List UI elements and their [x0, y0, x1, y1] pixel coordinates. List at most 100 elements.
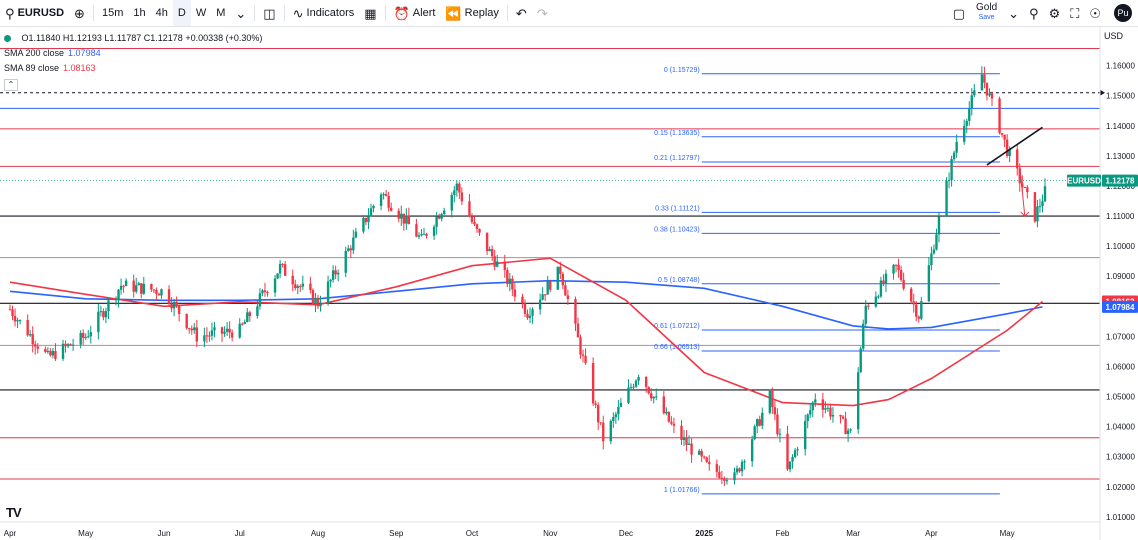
candle-body [379, 194, 383, 206]
candle-body [963, 125, 966, 142]
add-symbol-button[interactable]: ⊕ [69, 0, 90, 26]
candle-body [137, 283, 140, 286]
redo-button[interactable]: ↷ [532, 0, 553, 26]
candle-body [34, 344, 37, 347]
candle-body [968, 108, 971, 121]
candle-body [612, 417, 615, 421]
candle-body [637, 376, 640, 381]
sma200-legend[interactable]: SMA 200 close 1.07984 [4, 46, 262, 61]
candle-body [243, 322, 246, 325]
candle-body [917, 316, 920, 319]
candle-body [437, 216, 441, 219]
interval-15m[interactable]: 15m [101, 7, 124, 19]
candle-body [634, 380, 638, 387]
layout-menu-button[interactable]: ⌄ [1003, 0, 1024, 26]
currency-label[interactable]: USD [1104, 31, 1124, 41]
undo-icon: ↶ [515, 5, 527, 21]
candle-body [228, 328, 231, 333]
price-tick-label: 1.16000 [1106, 62, 1135, 71]
candle-body [210, 330, 214, 336]
fib-level-label: 0.5 (1.08748) [658, 277, 700, 284]
time-tick-label: Jun [158, 529, 171, 538]
interval-m[interactable]: M [216, 7, 226, 19]
interval-dropdown[interactable]: ⌄ [230, 0, 251, 26]
candle-body [672, 423, 676, 426]
price-tick-label: 1.03000 [1106, 453, 1135, 462]
candle-body [758, 419, 761, 426]
fib-level-label: 0.33 (1.11121) [655, 205, 700, 212]
replay-button[interactable]: ⏪ Replay [440, 0, 504, 26]
time-tick-label: Dec [619, 529, 633, 538]
candle-body [973, 90, 976, 96]
candle-body [1005, 139, 1009, 157]
candle-body [528, 315, 532, 318]
layout-name-label: Gold [976, 2, 998, 13]
candle-body [453, 190, 456, 195]
symbol-label: EURUSD [17, 7, 65, 19]
ohlc-row: O1.11840 H1.12193 L1.11787 C1.12178 +0.0… [4, 31, 262, 46]
candle-body [988, 93, 991, 96]
candle-body [458, 183, 461, 193]
undo-button[interactable]: ↶ [511, 0, 532, 26]
search-icon: ⚲ [5, 5, 15, 21]
candle-body [354, 231, 358, 238]
candle-body [884, 273, 888, 284]
candle-body [743, 461, 746, 463]
sma200-label: SMA 200 close [4, 48, 65, 58]
templates-button[interactable]: ▦ [359, 0, 381, 26]
interval-1h[interactable]: 1h [133, 7, 146, 19]
fib-level-label: 0.61 (1.07212) [654, 323, 700, 330]
sma89-legend[interactable]: SMA 89 close 1.08163 [4, 61, 262, 76]
candle-body [965, 120, 968, 126]
candle-body [69, 344, 72, 346]
candle-body [619, 403, 623, 407]
candle-body [665, 411, 668, 414]
chart-type-button[interactable]: ◫ [258, 0, 280, 26]
snapshot-button[interactable]: ☉ [1084, 0, 1106, 26]
candle-body [892, 264, 895, 274]
candle-body [475, 224, 479, 230]
candle-body [488, 249, 491, 252]
candle-body [705, 457, 708, 462]
settings-button[interactable]: ⚙ [1044, 0, 1066, 26]
time-tick-label: Mar [846, 529, 860, 538]
candle-body [980, 74, 984, 91]
candle-body [349, 248, 352, 251]
candle-body [319, 303, 322, 307]
layout-name[interactable]: Gold Save [970, 3, 1003, 23]
indicators-button[interactable]: ∿ Indicators [288, 0, 360, 26]
candle-body [503, 261, 506, 270]
fullscreen-button[interactable]: ⛶ [1065, 0, 1084, 26]
candle-body [998, 98, 1001, 134]
arrow-drawing [1019, 166, 1026, 217]
chevron-down-icon: ⌄ [1008, 5, 1020, 21]
candle-body [367, 216, 370, 223]
price-tick-label: 1.06000 [1106, 362, 1135, 371]
candle-body [417, 235, 421, 237]
quick-search-button[interactable]: ⚲ [1024, 0, 1044, 26]
interval-4h[interactable]: 4h [155, 7, 168, 19]
candle-body [213, 327, 216, 331]
candle-body [122, 285, 125, 287]
candle-body [415, 224, 418, 237]
symbol-search-button[interactable]: ⚲ EURUSD [0, 0, 69, 26]
candle-body [844, 418, 847, 435]
candle-body [788, 461, 792, 470]
interval-w[interactable]: W [195, 7, 207, 19]
candle-body [170, 303, 173, 309]
alert-button[interactable]: ⏰ Alert [389, 0, 441, 26]
candle-body [44, 348, 47, 352]
layout-button[interactable]: ▢ [948, 0, 970, 26]
legend-collapse-button[interactable]: ⌃ [4, 79, 18, 91]
candle-body [566, 295, 570, 300]
publish-button[interactable]: Pu [1114, 4, 1132, 22]
candle-body [278, 263, 282, 274]
candle-body [609, 420, 613, 442]
candle-body [28, 334, 32, 336]
candles-icon: ◫ [263, 5, 276, 21]
candle-body [576, 323, 580, 338]
rewind-icon: ⏪ [445, 5, 462, 21]
candle-body [955, 141, 958, 153]
interval-d[interactable]: D [172, 0, 191, 26]
candle-body [301, 283, 305, 287]
